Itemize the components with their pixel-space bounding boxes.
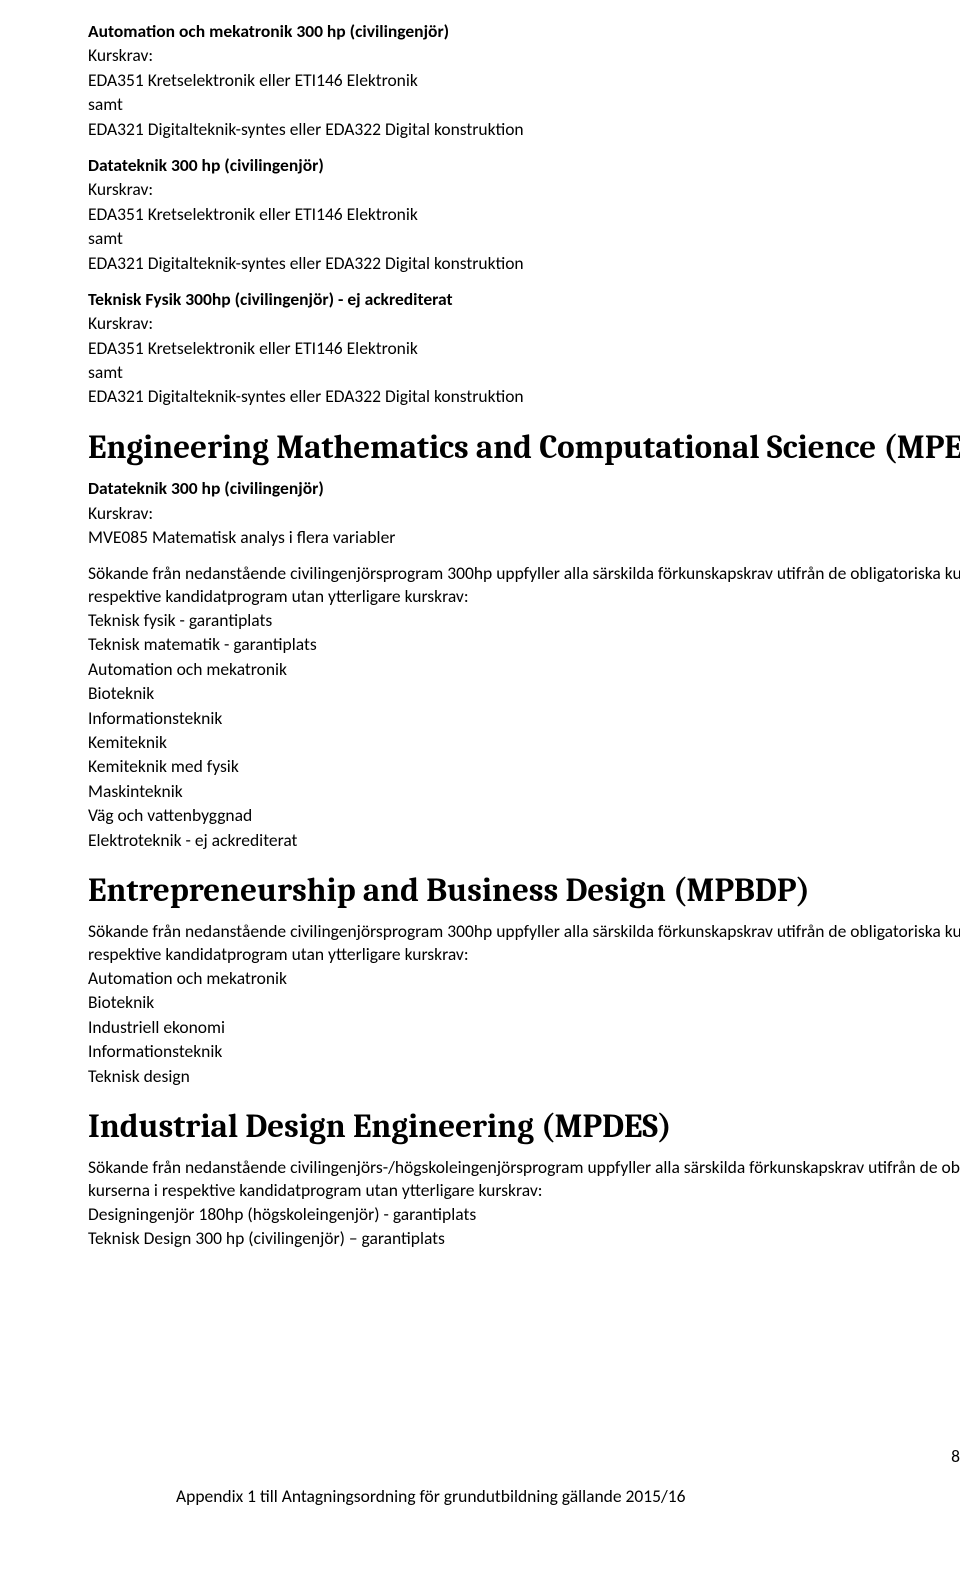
body-line: Bioteknik	[88, 682, 960, 704]
section-title: Datateknik 300 hp (civilingenjör)	[88, 477, 960, 499]
body-line: Teknisk design	[88, 1065, 960, 1087]
page-number: 8	[951, 1445, 960, 1467]
body-line: Kemiteknik med fysik	[88, 755, 960, 777]
body-line: EDA321 Digitalteknik-syntes eller EDA322…	[88, 385, 960, 407]
body-line: EDA321 Digitalteknik-syntes eller EDA322…	[88, 252, 960, 274]
body-line: samt	[88, 227, 960, 249]
body-line: Bioteknik	[88, 991, 960, 1013]
body-line: Sökande från nedanstående civilingenjörs…	[88, 920, 960, 965]
body-line: EDA321 Digitalteknik-syntes eller EDA322…	[88, 118, 960, 140]
body-line: Maskinteknik	[88, 780, 960, 802]
body-line: Kurskrav:	[88, 312, 960, 334]
section-title: Teknisk Fysik 300hp (civilingenjör) - ej…	[88, 288, 960, 310]
body-line: samt	[88, 361, 960, 383]
body-line: Väg och vattenbyggnad	[88, 804, 960, 826]
body-line: Teknisk matematik - garantiplats	[88, 633, 960, 655]
body-line: EDA351 Kretselektronik eller ETI146 Elek…	[88, 337, 960, 359]
body-line: Teknisk fysik - garantiplats	[88, 609, 960, 631]
section-title: Datateknik 300 hp (civilingenjör)	[88, 154, 960, 176]
body-line: Informationsteknik	[88, 707, 960, 729]
body-line: Elektroteknik - ej ackrediterat	[88, 829, 960, 851]
body-line: Automation och mekatronik	[88, 658, 960, 680]
body-line: Teknisk Design 300 hp (civilingenjör) – …	[88, 1227, 960, 1249]
body-line: Industriell ekonomi	[88, 1016, 960, 1038]
body-line: Sökande från nedanstående civilingenjörs…	[88, 562, 960, 607]
body-line: EDA351 Kretselektronik eller ETI146 Elek…	[88, 203, 960, 225]
footer-text: Appendix 1 till Antagningsordning för gr…	[176, 1485, 686, 1507]
body-line: Automation och mekatronik	[88, 967, 960, 989]
body-line: samt	[88, 93, 960, 115]
heading-mpenm: Engineering Mathematics and Computationa…	[88, 428, 960, 469]
body-line: Kurskrav:	[88, 502, 960, 524]
body-line: MVE085 Matematisk analys i flera variabl…	[88, 526, 960, 548]
body-line: Designingenjör 180hp (högskoleingenjör) …	[88, 1203, 960, 1225]
body-line: Kemiteknik	[88, 731, 960, 753]
body-line: EDA351 Kretselektronik eller ETI146 Elek…	[88, 69, 960, 91]
heading-mpbdp: Entrepreneurship and Business Design (MP…	[88, 871, 960, 912]
body-line: Informationsteknik	[88, 1040, 960, 1062]
body-line: Kurskrav:	[88, 178, 960, 200]
section-title: Automation och mekatronik 300 hp (civili…	[88, 20, 960, 42]
heading-mpdes: Industrial Design Engineering (MPDES)	[88, 1107, 960, 1148]
body-line: Kurskrav:	[88, 44, 960, 66]
body-line: Sökande från nedanstående civilingenjörs…	[88, 1156, 960, 1201]
